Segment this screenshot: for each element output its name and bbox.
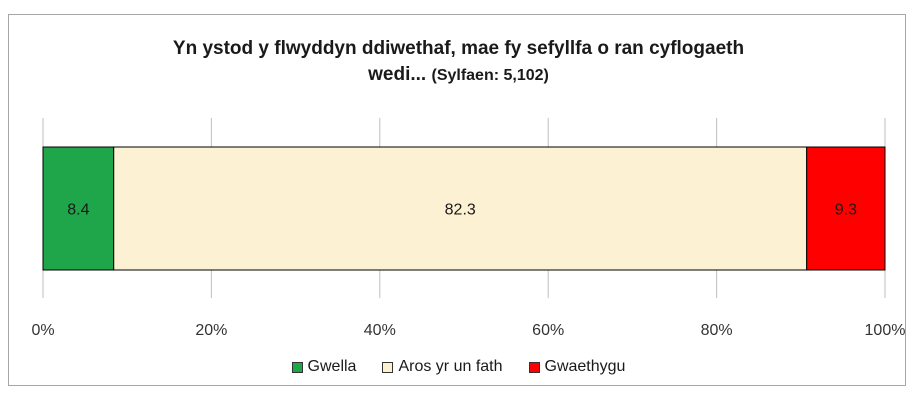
chart-title-line2-text: wedi... <box>368 64 427 85</box>
x-tick-label: 20% <box>195 322 227 339</box>
chart-title-line1: Yn ystod y flwyddyn ddiwethaf, mae fy se… <box>172 38 745 59</box>
data-label-1: 82.3 <box>445 202 476 219</box>
x-tick-label: 80% <box>701 322 733 339</box>
x-tick-label: 100% <box>865 322 906 339</box>
chart-title: Yn ystod y flwyddyn ddiwethaf, mae fy se… <box>0 36 917 89</box>
legend-swatch-gwella <box>291 361 303 373</box>
x-tick-label: 0% <box>31 322 54 339</box>
legend-label-aros: Aros yr un fath <box>398 358 503 375</box>
chart-title-line2: wedi... (Sylfaen: 5,102) <box>0 62 917 89</box>
bar-segment-0 <box>42 146 115 271</box>
bar-segment-2 <box>806 146 886 271</box>
legend-swatch-gwaethygu <box>528 361 540 373</box>
stacked-bar: 8.4 82.3 9.3 <box>42 146 886 271</box>
legend: Gwella Aros yr un fath Gwaethygu <box>0 358 917 376</box>
data-label-0: 8.4 <box>67 202 89 219</box>
chart-subtitle: (Sylfaen: 5,102) <box>431 67 549 84</box>
legend-swatch-aros <box>382 361 394 373</box>
bar-segment-1 <box>113 146 808 271</box>
x-tick-label: 60% <box>532 322 564 339</box>
legend-item-gwaethygu: Gwaethygu <box>528 358 626 376</box>
x-axis-ticks: 0% 20% 40% 60% 80% 100% <box>31 322 905 339</box>
legend-label-gwella: Gwella <box>307 358 357 375</box>
legend-item-gwella: Gwella <box>291 358 357 376</box>
legend-item-aros: Aros yr un fath <box>382 358 503 376</box>
legend-label-gwaethygu: Gwaethygu <box>544 358 626 375</box>
x-tick-label: 40% <box>364 322 396 339</box>
data-label-2: 9.3 <box>835 202 857 219</box>
